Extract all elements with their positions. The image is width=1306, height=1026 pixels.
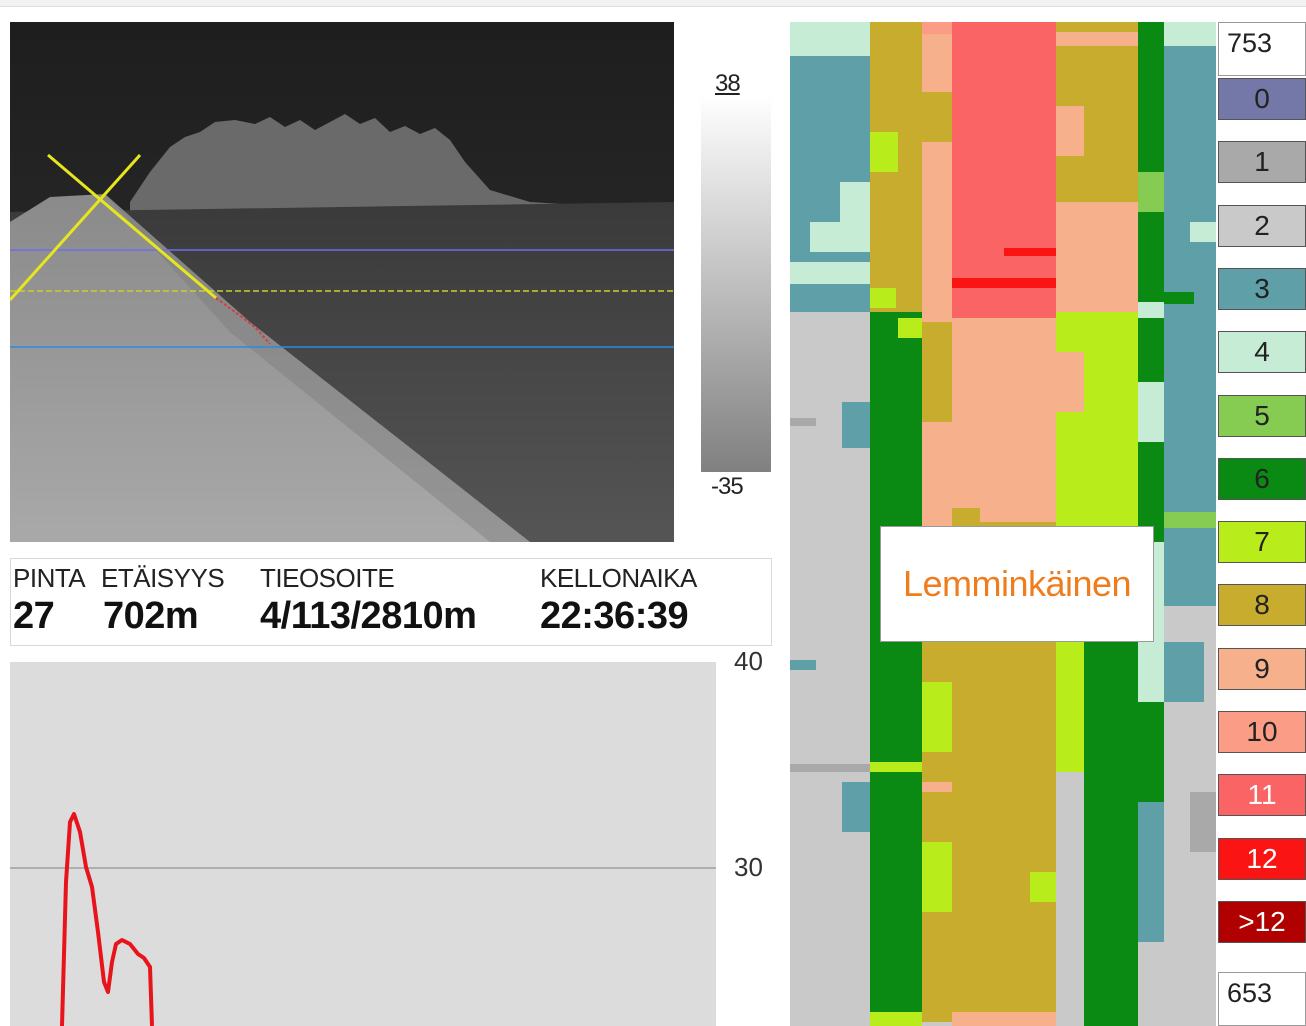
legend-item-0: 0 bbox=[1218, 78, 1306, 120]
scale-max-label: 38 bbox=[715, 70, 741, 97]
legend-item-7: 7 bbox=[1218, 521, 1306, 564]
graph-axis bbox=[716, 662, 788, 1026]
top-rule bbox=[0, 0, 1306, 7]
legend-item-5: 5 bbox=[1218, 394, 1306, 437]
legend-item-6: 6 bbox=[1218, 457, 1306, 500]
distance-label: ETÄISYYS bbox=[101, 563, 225, 593]
temperature-line bbox=[60, 812, 154, 1026]
info-panel: PINTA 27 ETÄISYYS 702m TIEOSOITE 4/113/2… bbox=[10, 558, 772, 646]
brand-logo-text: Lemminkäinen bbox=[902, 563, 1132, 604]
legend-item-3: 3 bbox=[1218, 267, 1306, 310]
road-condition-strip-map bbox=[790, 22, 1216, 1026]
legend-item-4: 4 bbox=[1218, 331, 1306, 374]
temperature-graph bbox=[10, 662, 716, 1026]
address-label: TIEOSOITE bbox=[260, 563, 395, 593]
brand-box: Lemminkäinen bbox=[880, 526, 1154, 642]
address-value: 4/113/2810m bbox=[260, 595, 477, 637]
legend-item-10: 10 bbox=[1218, 711, 1306, 753]
distance-value: 702m bbox=[103, 595, 199, 637]
time-label: KELLONAIKA bbox=[540, 563, 697, 593]
axis-tick-40: 40 bbox=[734, 646, 763, 676]
time-value: 22:36:39 bbox=[540, 595, 689, 637]
legend-item-2: 2 bbox=[1218, 204, 1306, 247]
axis-tick-30: 30 bbox=[734, 852, 763, 882]
range-bottom: 653 bbox=[1218, 972, 1306, 1026]
legend-item-12: 12 bbox=[1218, 837, 1306, 880]
legend-item-13: >12 bbox=[1218, 900, 1306, 943]
legend-item-9: 9 bbox=[1218, 647, 1306, 690]
legend-item-11: 11 bbox=[1218, 774, 1306, 817]
legend-item-1: 1 bbox=[1218, 141, 1306, 184]
pinta-label: PINTA bbox=[13, 563, 86, 593]
thermal-camera-view bbox=[10, 22, 674, 542]
temperature-gradient bbox=[701, 96, 771, 472]
legend-item-8: 8 bbox=[1218, 584, 1306, 627]
range-top: 753 bbox=[1218, 22, 1306, 76]
scale-min-label: -35 bbox=[711, 473, 744, 500]
pinta-value: 27 bbox=[13, 595, 55, 637]
